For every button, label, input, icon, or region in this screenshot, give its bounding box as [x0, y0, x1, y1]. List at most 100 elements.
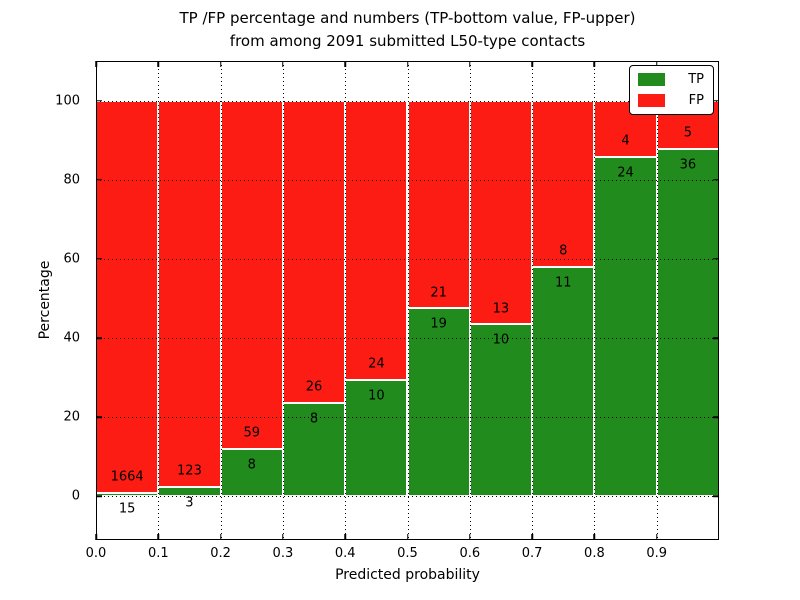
y-tick-mark	[96, 258, 102, 260]
x-tick-mark	[469, 61, 471, 67]
bar-tp-segment	[220, 449, 283, 497]
bar-label-fp-count: 21	[430, 285, 447, 301]
x-tick-label: 0.2	[210, 546, 231, 561]
bar-label-fp-count: 24	[368, 356, 385, 372]
bar-label-tp-count: 3	[185, 495, 194, 511]
x-tick-mark	[531, 534, 533, 540]
legend-label-fp: FP	[688, 93, 704, 108]
x-tick-mark	[593, 534, 596, 540]
chart-title: TP /FP percentage and numbers (TP-bottom…	[96, 7, 719, 54]
bars-layer	[96, 61, 719, 540]
x-tick-label: 0.9	[646, 546, 668, 561]
x-tick-mark	[219, 534, 222, 540]
x-tick-mark	[593, 61, 596, 67]
vertical-gridline	[345, 61, 347, 540]
bar-label-tp-count: 10	[492, 332, 510, 348]
y-tick-label: 40	[63, 330, 80, 346]
x-tick-label: 0.5	[397, 546, 418, 561]
bar-label-fp-count: 1664	[110, 469, 144, 485]
bar-fp-segment	[220, 100, 283, 450]
x-tick-mark	[344, 61, 346, 67]
bar-tp-segment	[407, 308, 470, 497]
bar-annotations-layer: 1664 15 123 3 59 8 26 8 24 10 21 19 13 10 8 11 4 24 5 36	[96, 61, 719, 540]
bar-fp-segment	[96, 100, 159, 493]
legend-box: TP FP	[629, 65, 714, 115]
x-tick-mark	[406, 534, 409, 540]
x-tick-labels: 0.0 0.1 0.2 0.3 0.4 0.5 0.6 0.7 0.8 0.9	[86, 546, 719, 564]
vertical-gridline	[594, 61, 596, 540]
x-tick-mark	[655, 61, 658, 67]
vertical-gridline	[407, 61, 409, 540]
y-axis-label: Percentage	[37, 260, 53, 340]
bar-label-tp-count: 36	[679, 157, 697, 173]
x-tick-mark	[655, 534, 658, 540]
bar-label-fp-count: 59	[243, 425, 261, 441]
y-tick-mark	[96, 337, 102, 339]
x-tick-mark	[531, 61, 533, 67]
y-tick-mark	[96, 495, 102, 498]
x-tick-mark	[157, 61, 160, 67]
axis-ticks-layer	[95, 61, 719, 540]
y-tick-label: 80	[63, 172, 80, 188]
vertical-gridline	[158, 61, 160, 540]
vertical-gridline	[656, 61, 658, 540]
y-tick-mark	[713, 258, 719, 260]
y-tick-mark	[713, 99, 719, 102]
x-tick-mark	[219, 61, 222, 67]
bar-label-fp-count: 123	[177, 463, 202, 479]
bar-fp-segment	[282, 100, 346, 404]
x-tick-label: 0.8	[584, 546, 605, 561]
bar-label-fp-count: 8	[559, 243, 568, 259]
y-tick-mark	[713, 179, 719, 181]
x-tick-mark	[406, 61, 409, 67]
bar-label-tp-count: 8	[247, 457, 256, 473]
y-tick-mark	[96, 179, 102, 181]
bar-label-tp-count: 11	[554, 275, 572, 291]
x-tick-label: 0.4	[334, 546, 356, 561]
vertical-gridline	[282, 61, 284, 540]
vertical-gridline	[532, 61, 534, 540]
bar-label-tp-count: 15	[118, 501, 136, 517]
y-tick-mark	[713, 337, 719, 339]
x-tick-mark	[282, 61, 284, 67]
plot-area: 1664 15 123 3 59 8 26 8 24 10 21 19 13 10 8 11 4 24 5 36 TP…	[95, 61, 719, 540]
x-tick-label: 0.1	[147, 546, 169, 561]
bar-label-fp-count: 4	[621, 133, 630, 149]
bar-label-tp-count: 19	[430, 316, 447, 332]
bar-fp-segment	[532, 100, 595, 268]
x-tick-label: 0.6	[459, 546, 481, 561]
x-tick-label: 0.7	[521, 546, 543, 561]
y-tick-mark	[713, 495, 719, 498]
y-tick-labels: 0 20 40 60 80 100	[0, 61, 88, 540]
bar-label-fp-count: 26	[305, 379, 323, 395]
gridlines-layer	[96, 61, 719, 540]
y-tick-mark	[713, 416, 719, 419]
y-tick-mark	[96, 416, 102, 419]
legend-swatch-fp	[638, 94, 665, 107]
chart-title-line2: from among 2091 submitted L50-type conta…	[229, 32, 586, 51]
legend-item-fp: FP	[638, 93, 704, 108]
bar-label-tp-count: 10	[368, 388, 385, 404]
bar-fp-segment	[158, 100, 221, 488]
legend-label-tp: TP	[688, 72, 704, 87]
chart-title-line1: TP /FP percentage and numbers (TP-bottom…	[179, 9, 636, 27]
legend-swatch-tp	[638, 73, 665, 86]
bar-label-fp-count: 5	[683, 125, 692, 141]
y-tick-mark	[96, 99, 102, 102]
bar-fp-segment	[469, 100, 533, 325]
bar-label-tp-count: 24	[617, 165, 634, 181]
bar-label-fp-count: 13	[492, 301, 510, 316]
vertical-gridline	[469, 61, 471, 540]
x-tick-mark	[469, 534, 471, 540]
legend-item-tp: TP	[638, 72, 704, 87]
x-tick-mark	[344, 534, 346, 540]
x-tick-label: 0.0	[85, 546, 107, 561]
bar-tp-segment	[469, 324, 533, 497]
x-tick-mark	[282, 534, 284, 540]
x-tick-label: 0.3	[272, 546, 294, 561]
y-tick-label: 60	[63, 251, 80, 267]
y-tick-label: 20	[63, 409, 80, 425]
x-tick-mark	[157, 534, 160, 540]
y-tick-label: 0	[71, 488, 80, 504]
